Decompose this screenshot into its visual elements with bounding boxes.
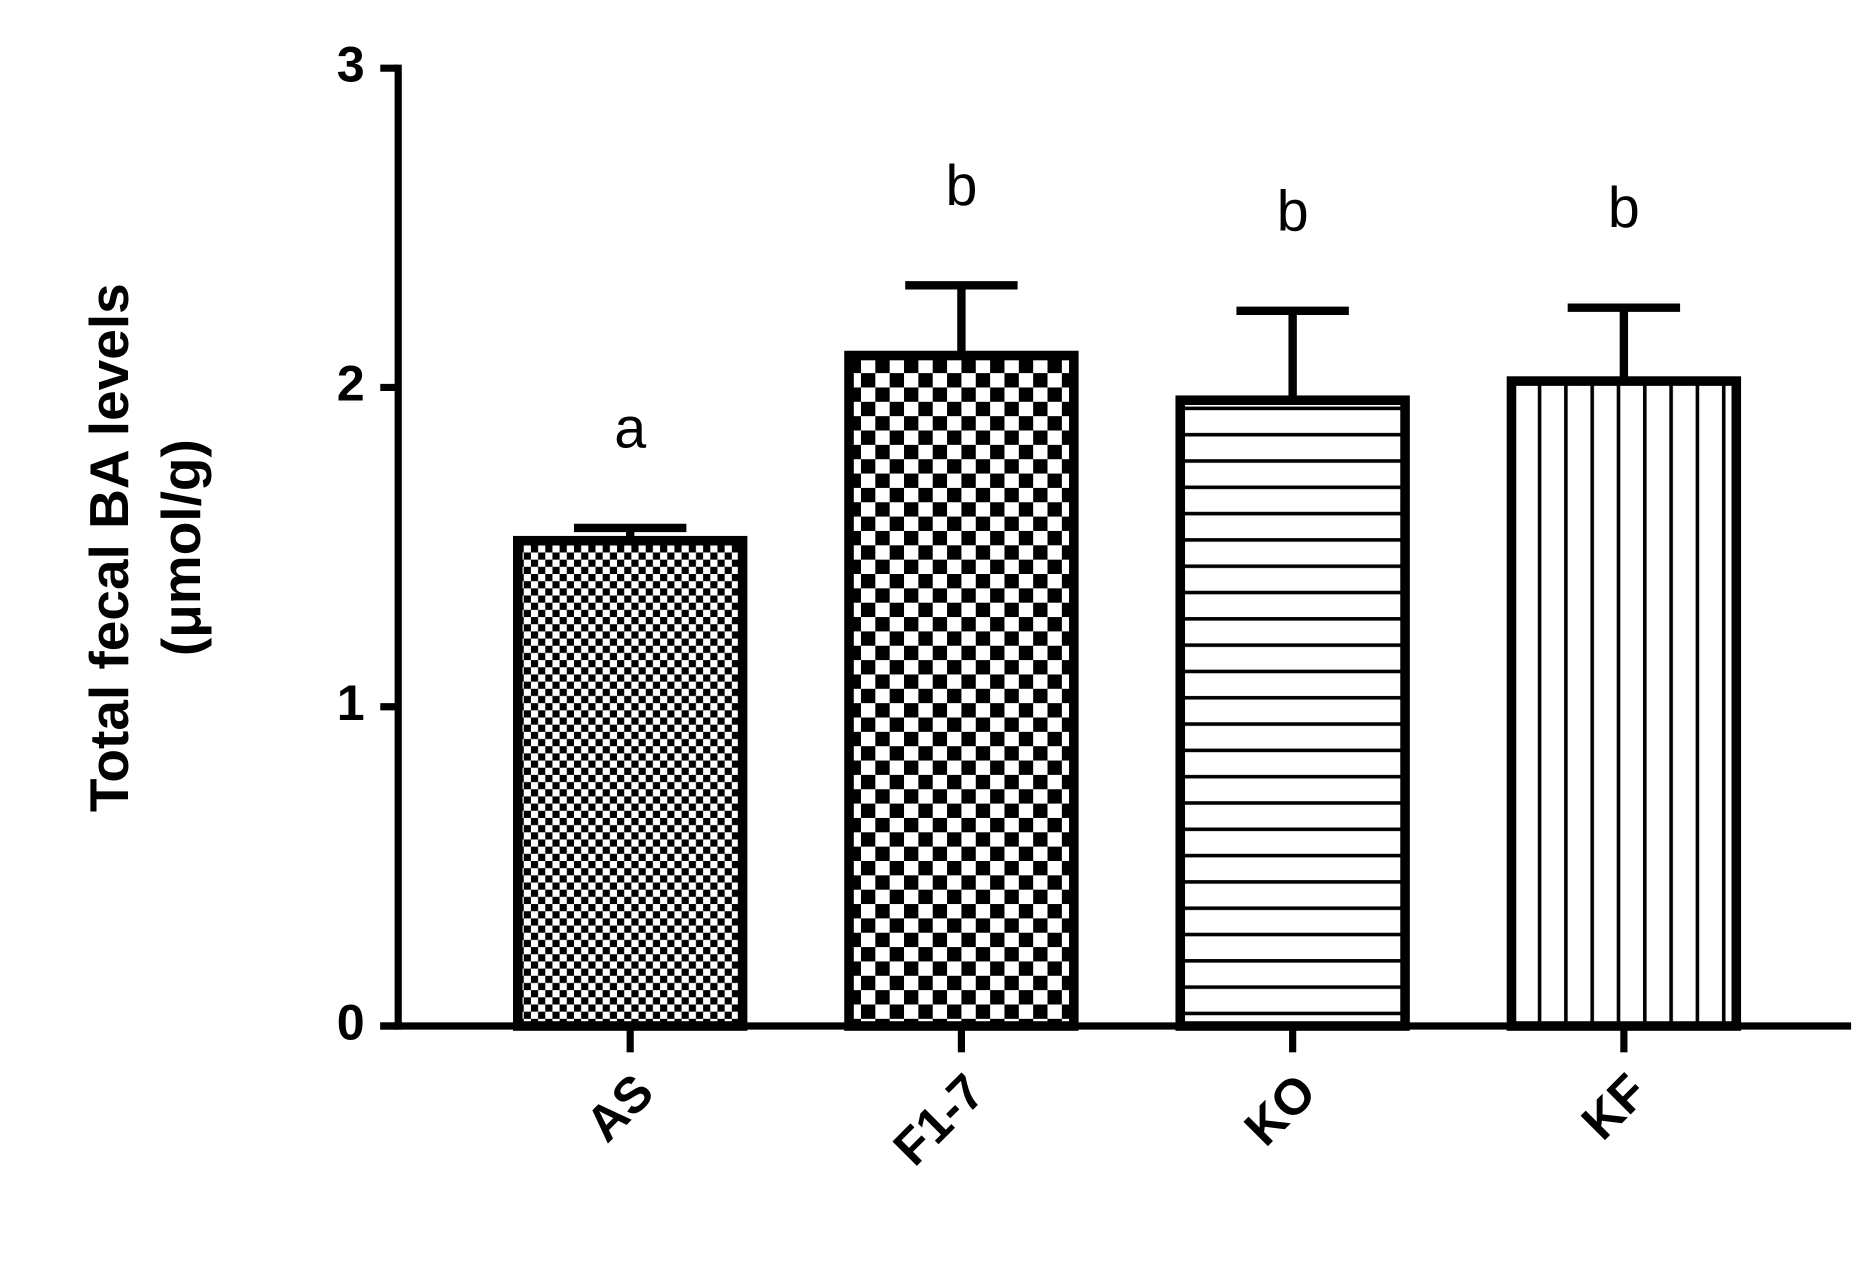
y-tick-label: 0	[337, 994, 365, 1050]
y-axis-label: (μmol/g)	[150, 439, 212, 656]
bar	[1506, 376, 1742, 1031]
significance-letter: b	[945, 154, 977, 218]
bar	[512, 535, 748, 1031]
x-tick-label: KF	[1571, 1063, 1658, 1150]
x-tick-label: F1-7	[883, 1063, 996, 1176]
x-tick-label: AS	[575, 1063, 664, 1152]
y-axis-label: Total fecal BA levels	[78, 283, 140, 812]
y-tick-label: 3	[337, 36, 365, 92]
bar	[1175, 395, 1410, 1031]
significance-letter: b	[1608, 176, 1640, 240]
significance-letter: b	[1277, 179, 1309, 243]
bar	[844, 350, 1079, 1031]
significance-letter: a	[614, 396, 646, 460]
y-tick-label: 1	[337, 675, 365, 731]
y-tick-label: 2	[337, 356, 365, 412]
x-tick-label: KO	[1234, 1063, 1327, 1156]
